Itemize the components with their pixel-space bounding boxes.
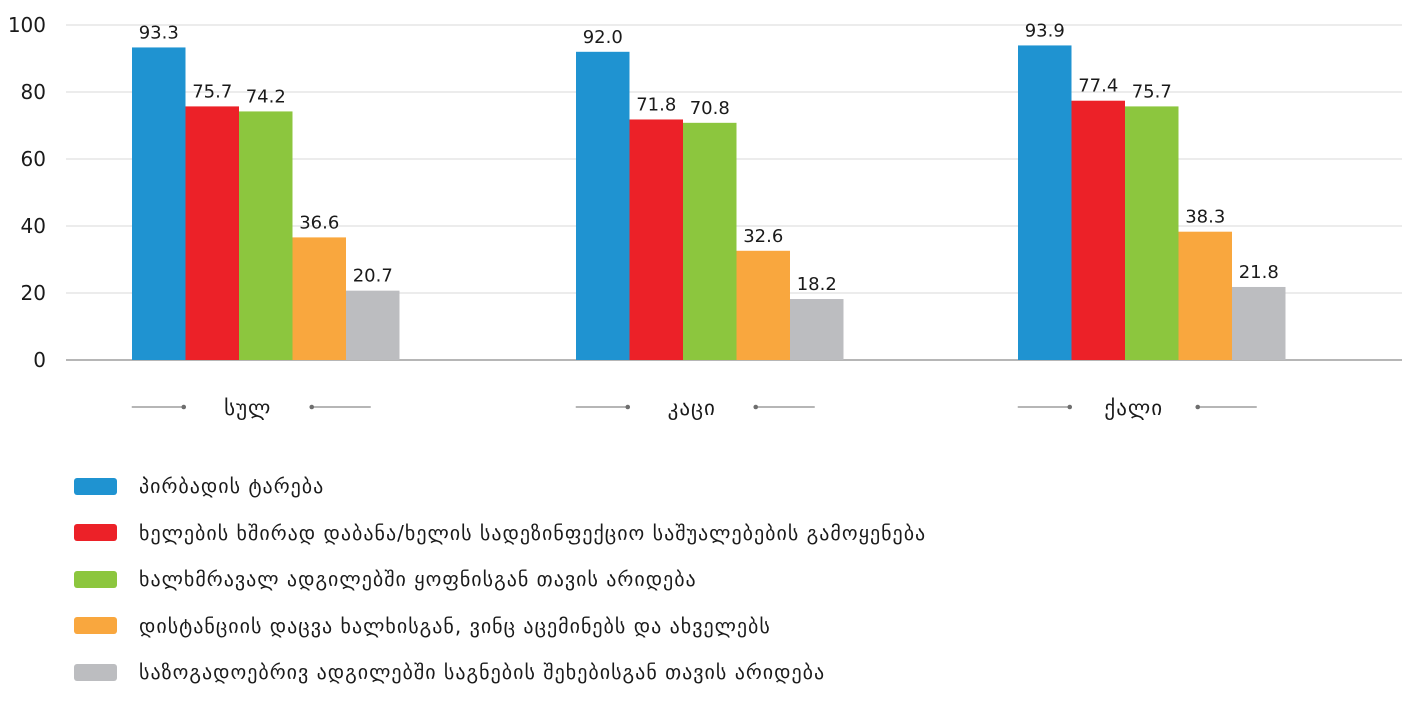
bar	[292, 237, 346, 360]
category-label: ქალი	[1104, 396, 1163, 420]
data-label: 20.7	[353, 266, 393, 287]
category-label: სულ	[224, 396, 271, 420]
category-label-dot-left	[181, 404, 187, 410]
bar	[239, 111, 293, 361]
category-label-dot-right	[753, 404, 759, 410]
data-label: 36.6	[299, 212, 339, 233]
legend-item: პირბადის ტარება	[74, 474, 926, 498]
bar	[629, 119, 683, 360]
data-label: 93.3	[139, 22, 179, 43]
category-label-dot-left	[1067, 404, 1073, 410]
category-label-dot-right	[309, 404, 315, 410]
bar	[1071, 100, 1125, 361]
category-label-dot-right	[1195, 404, 1201, 410]
y-tick-label: 20	[21, 281, 46, 305]
data-label: 74.2	[246, 86, 286, 107]
legend-swatch	[74, 617, 117, 634]
bar	[346, 290, 400, 360]
y-tick-label: 0	[33, 348, 46, 372]
legend: პირბადის ტარება ხელების ხშირად დაბანა/ხელ…	[74, 474, 926, 707]
data-label: 38.3	[1185, 207, 1225, 228]
y-axis-ticks: 0 20 40 60 80 100	[8, 13, 46, 372]
bar	[683, 122, 737, 360]
bars	[132, 45, 1286, 361]
bar	[1178, 231, 1232, 360]
y-tick-label: 40	[21, 214, 46, 238]
category-label-dot-left	[625, 404, 631, 410]
legend-label: დისტანციის დაცვა ხალხისგან, ვინც აცემინე…	[139, 613, 771, 638]
legend-item: ხალხმრავალ ადგილებში ყოფნისგან თავის არი…	[74, 567, 926, 591]
data-label: 75.7	[192, 81, 232, 102]
data-label: 21.8	[1239, 262, 1279, 283]
legend-item: საზოგადოებრივ ადგილებში საგნების შეხების…	[74, 660, 926, 684]
legend-label: პირბადის ტარება	[139, 474, 325, 498]
data-label: 77.4	[1078, 76, 1118, 97]
bar	[1018, 45, 1072, 361]
category-label: კაცი	[668, 396, 716, 420]
legend-label: ხალხმრავალ ადგილებში ყოფნისგან თავის არი…	[139, 567, 697, 591]
data-label: 18.2	[797, 274, 837, 295]
bar	[185, 106, 239, 360]
bar	[736, 250, 790, 360]
legend-swatch	[74, 477, 117, 495]
bar	[1232, 286, 1286, 360]
bar	[132, 47, 186, 360]
y-tick-label: 80	[21, 80, 46, 104]
data-label: 32.6	[743, 226, 783, 247]
y-tick-label: 60	[21, 147, 46, 171]
y-tick-label: 100	[8, 13, 46, 37]
legend-label: საზოგადოებრივ ადგილებში საგნების შეხების…	[139, 660, 826, 684]
data-label: 71.8	[636, 94, 676, 115]
data-labels: 93.3 75.7 74.2 36.6 20.7 92.0 71.8 70.8 32.6 18.2…	[139, 20, 1279, 295]
data-label: 75.7	[1132, 81, 1172, 102]
legend-label: ხელების ხშირად დაბანა/ხელის სადეზინფექცი…	[139, 520, 927, 545]
legend-swatch	[74, 570, 117, 588]
legend-item: ხელების ხშირად დაბანა/ხელის სადეზინფექცი…	[74, 521, 926, 545]
bar	[790, 299, 844, 360]
data-label: 70.8	[690, 98, 730, 119]
category-labels: სულ კაცი ქალი	[131, 396, 1257, 420]
legend-swatch	[74, 524, 117, 541]
bar	[1125, 106, 1179, 360]
data-label: 93.9	[1025, 20, 1065, 41]
legend-item: დისტანციის დაცვა ხალხისგან, ვინც აცემინე…	[74, 614, 926, 638]
bar	[576, 51, 630, 361]
data-label: 92.0	[583, 27, 623, 48]
legend-swatch	[74, 663, 117, 681]
